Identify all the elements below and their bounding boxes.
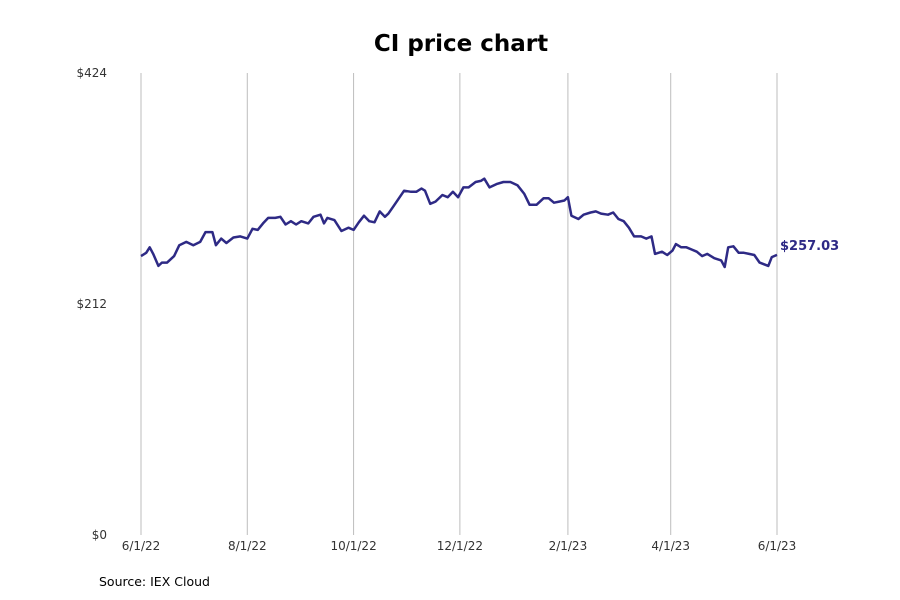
x-tick-label: 10/1/22 <box>330 539 376 553</box>
x-axis: 6/1/22 8/1/22 10/1/22 12/1/22 2/1/23 4/1/23 6/… <box>122 539 797 553</box>
x-tick-label: 6/1/23 <box>758 539 797 553</box>
x-tick-label: 8/1/22 <box>228 539 267 553</box>
x-tick-label: 6/1/22 <box>122 539 161 553</box>
y-tick-label: $0 <box>92 528 107 542</box>
chart-title: CI price chart <box>374 31 548 57</box>
source-note: Source: IEX Cloud <box>99 574 210 589</box>
price-series-line <box>140 177 778 269</box>
y-axis: $0 $212 $424 <box>76 66 107 542</box>
y-tick-label: $212 <box>76 297 107 311</box>
gridlines <box>140 73 778 535</box>
last-price-label: $257.03 <box>780 239 839 254</box>
y-tick-label: $424 <box>76 66 107 80</box>
x-tick-label: 4/1/23 <box>651 539 690 553</box>
x-tick-label: 12/1/22 <box>437 539 483 553</box>
x-tick-label: 2/1/23 <box>549 539 588 553</box>
